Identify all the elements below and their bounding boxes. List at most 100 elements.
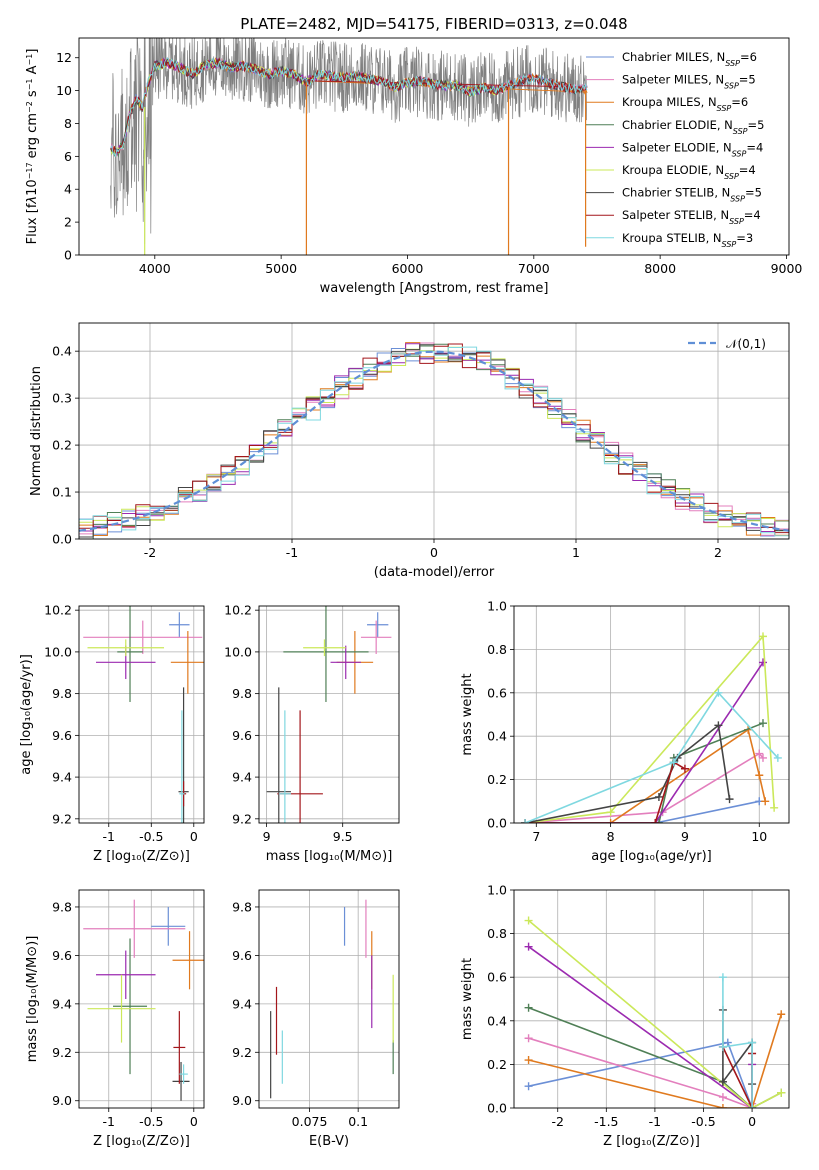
weight-marker (651, 819, 660, 823)
age_mass-ytick-label: 9.4 (232, 770, 252, 785)
spectrum-ylabel: Flux [fλ10−17 erg cm−2 s−1 A−1] (25, 49, 41, 245)
errorbar-point-kroupa-miles (170, 631, 204, 694)
errorbar-point-chabrier-elodie (283, 606, 369, 702)
age_mass-xtick-label: 9.5 (333, 829, 353, 844)
errorbar-point-chabrier-miles (169, 612, 190, 638)
weight_age-xtick-label: 9 (681, 829, 689, 844)
weight-marker (524, 1003, 533, 1012)
weight-marker (777, 1088, 786, 1097)
weight_Z-ytick-label: 0.0 (487, 1101, 507, 1116)
mass_Z-ytick-label: 9.6 (52, 948, 72, 963)
age_Z-plot-area (83, 606, 204, 823)
weight_Z-xtick-label: -0.5 (691, 1114, 715, 1129)
weight-marker (654, 819, 663, 823)
mass_ebv-xtick-label: 0.075 (292, 1114, 328, 1129)
legend-label: Salpeter ELODIE, NSSP=4 (622, 140, 763, 158)
weight-series-salpeter-elodie (524, 942, 757, 1108)
errorbar-point-chabrier-miles (367, 612, 389, 638)
weight-series-kroupa-elodie (521, 632, 779, 823)
errorbar-point-kroupa-stelib (278, 710, 291, 823)
weight_age-xtick-label: 10 (751, 829, 767, 844)
spectrum-ytick-label: 10 (56, 83, 72, 98)
weight-marker (606, 819, 615, 823)
errorbar-point-chabrier-miles (151, 906, 186, 946)
weight-series-kroupa-miles (521, 725, 770, 823)
weight-line (525, 752, 764, 823)
residuals-xtick-label: -2 (144, 545, 156, 560)
residuals-ytick-label: 0.3 (52, 391, 72, 406)
age_Z-ytick-label: 9.2 (52, 811, 72, 826)
mass_Z-axes: -1 -0.5 0 9.0 9.2 9.4 9.6 9.8 Z [log₁₀(Z/Z⊙)] mas… (25, 889, 205, 1149)
residuals-ytick-label: 0.1 (52, 485, 72, 500)
mass_Z-ytick-label: 9.8 (52, 899, 72, 914)
residuals-plot-area (79, 342, 789, 539)
mass_Z-plot-area (83, 899, 204, 1101)
errorbar-point-kroupa-elodie (87, 974, 156, 1043)
weight-line (524, 691, 779, 823)
mass_ebv-plot-area (270, 899, 394, 1099)
weight_age-ytick-label: 0.6 (487, 685, 507, 700)
weight-series-kroupa-stelib (718, 973, 757, 1108)
errorbar-point-salpeter-elodie (96, 950, 156, 999)
spectrum-plot-area (110, 38, 588, 255)
weight_Z-ytick-label: 1.0 (487, 883, 507, 898)
weight-marker (755, 771, 764, 780)
weight_Z-ytick-label: 0.8 (487, 926, 507, 941)
weight-marker (714, 721, 723, 730)
legend-label: Chabrier STELIB, NSSP=5 (622, 186, 762, 204)
residuals-ytick-label: 0.4 (52, 344, 72, 359)
weight_Z-frame (513, 889, 790, 1109)
mass_Z-xtick-label: -0.5 (139, 1114, 163, 1129)
age_Z-xtick-label: -0.5 (139, 829, 163, 844)
spectrum-xtick-label: 4000 (139, 261, 171, 276)
spectrum-ytick-label: 6 (64, 149, 72, 164)
weight-line (528, 1014, 782, 1108)
weight-marker (723, 1038, 732, 1047)
errorbar-point-salpeter-miles (360, 620, 392, 654)
weight_Z-ytick-label: 0.4 (487, 1013, 507, 1028)
residuals-xtick-label: 0 (430, 545, 438, 560)
weight-marker (524, 942, 533, 951)
errorbar-point-salpeter-miles (83, 899, 186, 958)
errorbar-point-kroupa-stelib (179, 710, 185, 823)
weight-marker (524, 1034, 533, 1043)
weight-line (528, 919, 782, 1108)
errorbar-point-chabrier-elodie (117, 606, 143, 702)
weight_age-ylabel: mass weight (460, 673, 475, 755)
weight_Z-xtick-label: -1.5 (594, 1114, 618, 1129)
weight-marker (654, 792, 663, 801)
weight_Z-xtick-label: -2 (551, 1114, 563, 1129)
weight-series-chabrier-miles (524, 1038, 757, 1108)
spectrum-xlabel: wavelength [Angstrom, rest frame] (320, 281, 549, 296)
spectrum-model-salpeter-stelib (110, 56, 588, 154)
weight_age-xtick-label: 8 (607, 829, 615, 844)
legend-label: Salpeter MILES, NSSP=5 (622, 73, 756, 91)
weight-marker (680, 764, 689, 773)
weight-marker (755, 749, 764, 758)
normal-curve (79, 350, 789, 532)
weight_Z-xtick-label: 0 (748, 1114, 756, 1129)
weight-line (722, 977, 753, 1108)
weight-marker (524, 1082, 533, 1091)
weight-line (525, 800, 760, 823)
weight_Z-ytick-label: 0.2 (487, 1057, 507, 1072)
legend-label: Kroupa ELODIE, NSSP=4 (622, 163, 756, 181)
mass_ebv-ytick-label: 9.8 (232, 899, 252, 914)
weight-marker (669, 758, 678, 767)
age_mass-xlabel: mass [log₁₀(M/M⊙)] (266, 849, 393, 864)
age_Z-ytick-label: 9.4 (52, 770, 72, 785)
weight-marker (718, 1042, 727, 1051)
spectrum-xtick-label: 5000 (265, 261, 297, 276)
age_mass-xtick-label: 9 (263, 829, 271, 844)
residuals-xtick-label: 2 (714, 545, 722, 560)
mass_Z-xlabel: Z [log₁₀(Z/Z⊙)] (93, 1134, 190, 1149)
spectrum-legend: Chabrier MILES, NSSP=6 Salpeter MILES, NS… (586, 50, 764, 248)
mass_Z-ytick-label: 9.4 (52, 996, 72, 1011)
figure-title: PLATE=2482, MJD=54175, FIBERID=0313, z=0… (240, 15, 627, 33)
age_Z-ylabel: age [log₁₀(age/yr)] (19, 654, 34, 775)
weight-line (525, 661, 764, 823)
age_Z-frame (78, 605, 205, 824)
weight-series-salpeter-miles (521, 749, 767, 823)
weight-marker (606, 808, 615, 817)
spectrum-model-kroupa-stelib (110, 57, 588, 158)
